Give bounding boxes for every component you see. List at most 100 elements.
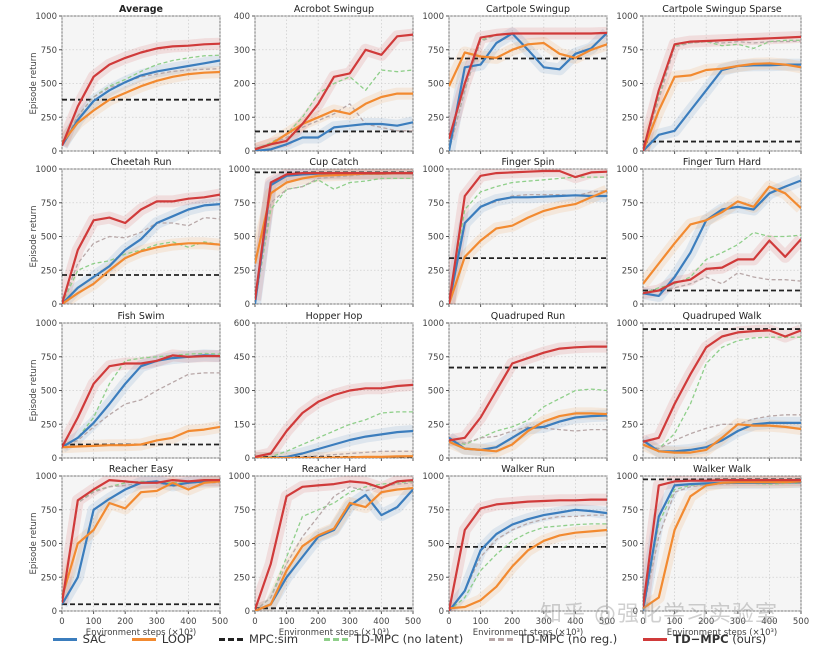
series-line-noreg xyxy=(643,40,801,151)
y-tick-label: 250 xyxy=(428,113,444,123)
y-tick-label: 0 xyxy=(633,607,638,617)
series-group xyxy=(255,169,413,304)
x-tick-label: 200 xyxy=(698,617,714,627)
y-axis-label: Episode return xyxy=(29,205,39,267)
series-line-noreg xyxy=(255,103,413,150)
x-tick-label: 500 xyxy=(405,617,421,627)
y-tick-label: 0 xyxy=(245,300,250,310)
series-group xyxy=(62,349,220,454)
subplot-average: 0 250 500 750 1000 Average Episode return xyxy=(29,4,221,157)
subplot-walker-run: 0 100 200 300 400 500 0 250 500 750 1000 Walker Run… xyxy=(422,464,615,638)
legend-swatch xyxy=(324,637,349,641)
legend-item-sac: SAC xyxy=(52,632,106,646)
y-tick-label: 250 xyxy=(428,573,444,583)
y-tick-label: 500 xyxy=(428,387,444,397)
series-group xyxy=(643,30,801,151)
y-tick-label: 750 xyxy=(234,506,250,516)
x-tick-label: 0 xyxy=(252,617,257,627)
y-tick-label: 0 xyxy=(439,147,444,157)
plot-area xyxy=(61,15,221,152)
y-axis-label: Episode return xyxy=(29,52,39,114)
x-axis-label: Environment steps (×10³) xyxy=(279,628,389,638)
legend-label: TD−MPC (ours) xyxy=(673,632,766,646)
x-tick-label: 500 xyxy=(793,617,809,627)
series-line-td xyxy=(62,354,220,448)
x-axis-label: Environment steps (×10³) xyxy=(86,628,196,638)
y-tick-label: 500 xyxy=(622,80,638,90)
y-tick-label: 500 xyxy=(428,233,444,243)
y-tick-label: 250 xyxy=(428,266,444,276)
subplot-title: Cartpole Swingup Sparse xyxy=(662,4,782,15)
y-tick-label: 250 xyxy=(41,573,57,583)
y-tick-label: 1000 xyxy=(35,12,57,22)
plot-area xyxy=(254,475,414,612)
series-line-sac xyxy=(255,488,413,611)
series-group xyxy=(643,476,801,611)
y-tick-label: 250 xyxy=(234,573,250,583)
series-line-td xyxy=(255,479,413,610)
subplot-finger-turn-hard: 0 250 500 750 1000 Finger Turn Hard xyxy=(616,157,802,310)
y-tick-label: 150 xyxy=(234,420,250,430)
y-tick-label: 1000 xyxy=(422,165,444,175)
subplot-title: Cartpole Swingup xyxy=(486,4,570,15)
y-tick-label: 0 xyxy=(52,300,57,310)
series-group xyxy=(449,493,607,611)
y-tick-label: 0 xyxy=(52,454,57,464)
plot-area xyxy=(61,322,221,459)
y-tick-label: 250 xyxy=(622,420,638,430)
series-line-noreg xyxy=(62,216,220,304)
x-tick-label: 0 xyxy=(446,617,451,627)
subplot-title: Hopper Hop xyxy=(306,311,363,322)
subplot-cartpole-swingup-sparse: 0 250 500 750 1000 Cartpole Swingup Sparse xyxy=(616,4,802,157)
y-tick-label: 250 xyxy=(41,420,57,430)
series-group xyxy=(62,188,220,304)
plot-area xyxy=(448,15,608,152)
subplot-cheetah-run: 0 250 500 750 1000 Cheetah Run Episode return xyxy=(29,157,221,310)
y-tick-label: 750 xyxy=(234,199,250,209)
y-tick-label: 750 xyxy=(41,199,57,209)
y-axis-label: Episode return xyxy=(29,359,39,421)
y-tick-label: 250 xyxy=(428,420,444,430)
series-line-loop xyxy=(62,242,220,304)
y-tick-label: 500 xyxy=(41,387,57,397)
y-tick-label: 0 xyxy=(633,454,638,464)
y-tick-label: 500 xyxy=(41,540,57,550)
series-line-sac xyxy=(62,59,220,147)
x-tick-label: 300 xyxy=(536,617,552,627)
subplot-title: Quadruped Walk xyxy=(683,311,762,322)
y-tick-label: 1000 xyxy=(228,472,250,482)
y-tick-label: 250 xyxy=(41,266,57,276)
x-tick-label: 500 xyxy=(212,617,228,627)
y-tick-label: 1000 xyxy=(35,472,57,482)
subplot-hopper-hop: 0 150 300 450 600 Hopper Hop xyxy=(234,311,414,464)
y-tick-label: 500 xyxy=(622,540,638,550)
y-tick-label: 250 xyxy=(622,266,638,276)
y-tick-label: 500 xyxy=(428,540,444,550)
series-line-nolat xyxy=(62,54,220,146)
y-tick-label: 300 xyxy=(234,46,250,56)
series-line-loop xyxy=(255,455,413,458)
plot-area xyxy=(448,168,608,305)
x-tick-label: 200 xyxy=(117,617,133,627)
series-line-sac xyxy=(62,203,220,304)
series-line-td xyxy=(643,238,801,295)
y-tick-label: 750 xyxy=(428,46,444,56)
subplot-title: Fish Swim xyxy=(117,311,164,322)
subplot-title: Cup Catch xyxy=(309,157,358,168)
series-line-nolat xyxy=(449,176,607,304)
x-tick-label: 400 xyxy=(180,617,196,627)
series-line-sac xyxy=(643,63,801,151)
subplot-acrobot-swingup: 0 100 200 300 400 Acrobot Swingup xyxy=(234,4,414,157)
series-line-loop xyxy=(255,487,413,611)
y-tick-label: 200 xyxy=(234,80,250,90)
y-tick-label: 750 xyxy=(428,353,444,363)
series-line-td xyxy=(62,479,220,604)
y-tick-label: 1000 xyxy=(35,165,57,175)
legend-label-suffix: (ours) xyxy=(728,632,767,646)
series-group xyxy=(255,476,413,611)
series-line-td xyxy=(449,498,607,611)
subplot-title: Acrobot Swingup xyxy=(294,4,374,15)
series-line-noreg xyxy=(62,372,220,448)
x-tick-label: 300 xyxy=(342,617,358,627)
y-tick-label: 500 xyxy=(622,387,638,397)
